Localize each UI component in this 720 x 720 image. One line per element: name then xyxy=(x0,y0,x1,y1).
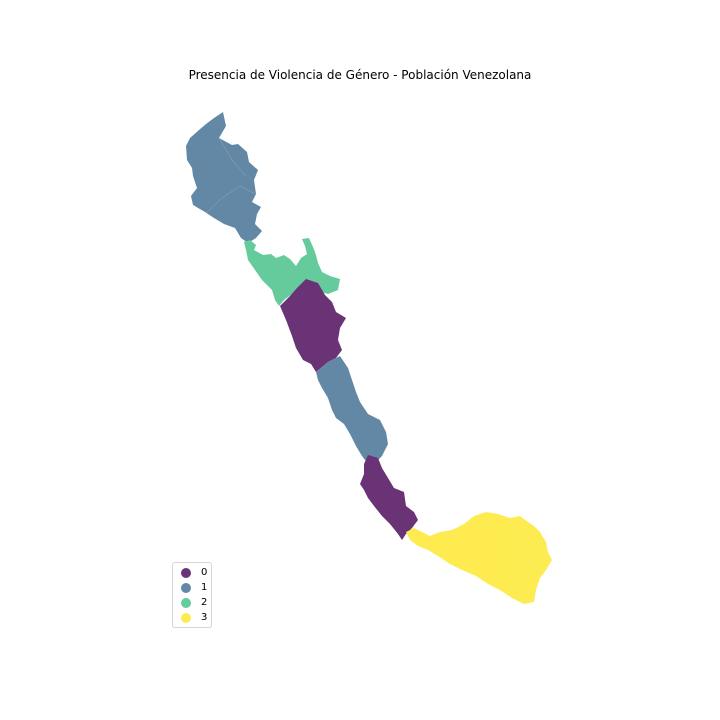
region-purple-south xyxy=(360,455,418,540)
legend-swatch-0 xyxy=(181,567,191,578)
region-green xyxy=(244,238,340,306)
legend-label: 0 xyxy=(201,567,208,578)
legend-item: 1 xyxy=(173,580,211,595)
region-blue-lower xyxy=(316,356,388,464)
legend-item: 0 xyxy=(173,565,211,580)
legend-label: 3 xyxy=(201,612,208,623)
legend-item: 2 xyxy=(173,595,211,610)
region-boundary xyxy=(205,137,256,214)
legend-swatch-3 xyxy=(181,612,191,623)
legend-swatch-2 xyxy=(181,597,191,608)
legend-swatch-1 xyxy=(181,582,191,593)
map-title: Presencia de Violencia de Género - Pobla… xyxy=(188,68,532,82)
region-purple-middle xyxy=(280,279,346,372)
legend-label: 1 xyxy=(201,582,208,593)
map-legend: 0 1 2 3 xyxy=(172,562,212,628)
legend-label: 2 xyxy=(201,597,208,608)
region-north xyxy=(186,112,262,243)
legend-item: 3 xyxy=(173,610,211,625)
region-yellow xyxy=(406,512,552,604)
